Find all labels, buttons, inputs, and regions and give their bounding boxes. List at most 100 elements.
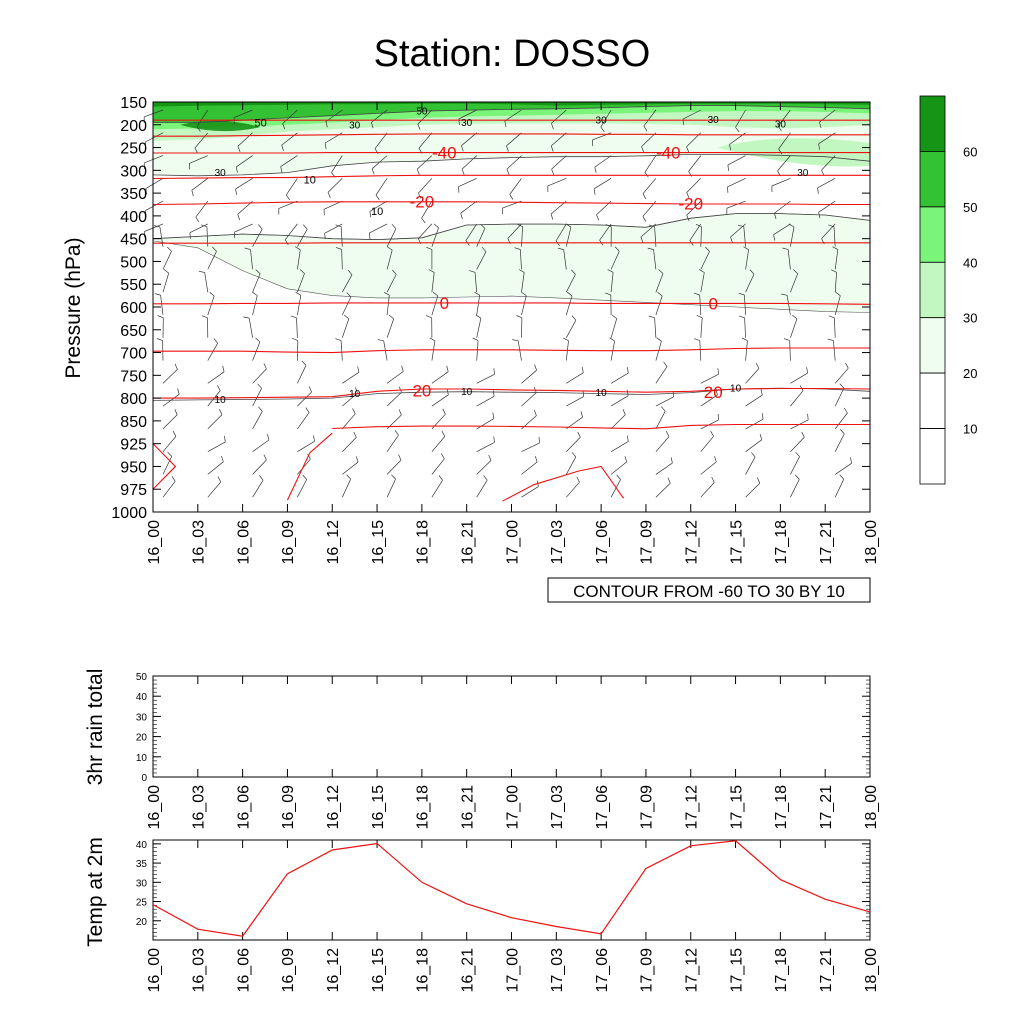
pressure-tick-label: 750 [120, 368, 147, 385]
y-tick-label: 30 [136, 712, 148, 723]
pressure-tick-label: 600 [120, 300, 147, 317]
time-tick-label: 17_12 [684, 520, 701, 565]
wind-speed-contour-label: 30 [708, 115, 720, 126]
wind-speed-contour-label: 30 [797, 168, 809, 179]
time-tick-label: 16_06 [235, 785, 252, 830]
wind-speed-contour-label: 10 [349, 389, 361, 400]
time-tick-label: 16_21 [459, 948, 476, 993]
pressure-tick-label: 550 [120, 277, 147, 294]
temperature-contour-label: 0 [440, 294, 449, 313]
time-tick-label: 17_12 [684, 785, 701, 830]
wind-speed-contour-label: 50 [254, 117, 266, 129]
y-tick-label: 40 [136, 840, 148, 851]
time-tick-label: 17_00 [504, 948, 521, 993]
colorbar-swatch [920, 262, 945, 317]
time-tick-label: 16_03 [191, 948, 208, 993]
time-tick-label: 18_00 [863, 948, 880, 993]
time-tick-label: 16_18 [415, 520, 432, 565]
pressure-tick-label: 975 [120, 482, 147, 499]
temperature-contour-label: -20 [410, 193, 435, 212]
time-tick-label: 17_21 [818, 948, 835, 993]
time-tick-label: 17_03 [549, 520, 566, 565]
wind-speed-contour-label: 10 [461, 387, 473, 398]
y-tick-label: 30 [136, 878, 148, 889]
colorbar-label: 40 [963, 255, 977, 270]
wind-speed-contour-label: 10 [215, 395, 227, 406]
colorbar-swatch [920, 373, 945, 428]
y-tick-label: 20 [136, 917, 148, 928]
time-tick-label: 16_00 [146, 948, 163, 993]
chart-title: Station: DOSSO [374, 33, 651, 75]
time-tick-label: 16_15 [370, 520, 387, 565]
pressure-tick-label: 300 [120, 163, 147, 180]
rain-y-axis-label: 3hr rain total [84, 669, 107, 786]
temperature-contour-label: -40 [656, 144, 681, 163]
time-tick-label: 16_00 [146, 785, 163, 830]
y-tick-label: 40 [136, 692, 148, 703]
time-tick-label: 16_15 [370, 785, 387, 830]
time-tick-label: 16_03 [191, 785, 208, 830]
time-tick-label: 17_00 [504, 520, 521, 565]
temperature-contour-label: 0 [708, 294, 717, 313]
y-tick-label: 25 [136, 898, 148, 909]
time-tick-label: 16_18 [415, 785, 432, 830]
y-tick-label: 50 [136, 672, 148, 683]
pressure-tick-label: 1000 [111, 505, 147, 522]
time-tick-label: 16_06 [235, 948, 252, 993]
temperature-contour-label: 20 [704, 383, 723, 402]
colorbar-label: 30 [963, 311, 977, 326]
y-tick-label: 20 [136, 733, 148, 744]
pressure-tick-label: 700 [120, 346, 147, 363]
time-tick-label: 17_15 [728, 948, 745, 993]
info-label: CONTOUR FROM -60 TO 30 BY 10 [573, 582, 845, 601]
time-tick-label: 16_18 [415, 948, 432, 993]
pressure-tick-label: 850 [120, 414, 147, 431]
temp-y-axis-label: Temp at 2m [84, 837, 107, 947]
time-tick-label: 17_18 [773, 785, 790, 830]
time-tick-label: 16_09 [280, 785, 297, 830]
time-tick-label: 16_00 [146, 520, 163, 565]
time-tick-label: 18_00 [863, 785, 880, 830]
temperature-contour-label: 20 [412, 381, 431, 400]
time-tick-label: 17_06 [594, 785, 611, 830]
y-tick-label: 35 [136, 859, 148, 870]
wind-speed-contour-label: 30 [461, 118, 473, 129]
wind-speed-contour-label: 10 [304, 174, 316, 186]
pressure-tick-label: 925 [120, 437, 147, 454]
wind-speed-contour-label: 10 [371, 206, 383, 218]
time-tick-label: 16_06 [235, 520, 252, 565]
colorbar-label: 10 [963, 422, 977, 437]
pressure-tick-label: 150 [120, 95, 147, 112]
temp-frame [153, 840, 870, 940]
colorbar-label: 20 [963, 366, 977, 381]
time-tick-label: 17_00 [504, 785, 521, 830]
time-tick-label: 17_09 [639, 520, 656, 565]
time-tick-label: 16_21 [459, 520, 476, 565]
time-tick-label: 17_06 [594, 520, 611, 565]
time-tick-label: 17_15 [728, 520, 745, 565]
colorbar-swatch [920, 429, 945, 484]
wind-speed-contour-label: 10 [730, 384, 742, 395]
colorbar-swatch [920, 151, 945, 206]
wind-speed-contour-label: 30 [596, 116, 608, 127]
colorbar-label: 60 [963, 144, 977, 159]
y-axis-label: Pressure (hPa) [62, 237, 85, 378]
time-tick-label: 17_09 [639, 948, 656, 993]
time-tick-label: 17_06 [594, 948, 611, 993]
y-tick-label: 0 [141, 773, 147, 784]
colorbar-swatch [920, 96, 945, 151]
time-tick-label: 16_12 [325, 520, 342, 565]
time-tick-label: 16_12 [325, 785, 342, 830]
temperature-contour-label: -20 [679, 195, 704, 214]
pressure-tick-label: 650 [120, 323, 147, 340]
time-tick-label: 16_03 [191, 520, 208, 565]
time-tick-label: 17_03 [549, 785, 566, 830]
pressure-tick-label: 200 [120, 118, 147, 135]
time-tick-label: 17_03 [549, 948, 566, 993]
time-tick-label: 17_18 [773, 948, 790, 993]
time-tick-label: 17_09 [639, 785, 656, 830]
